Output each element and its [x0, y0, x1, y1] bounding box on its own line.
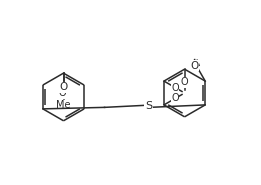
Text: O: O: [59, 88, 66, 98]
Text: O: O: [171, 83, 179, 92]
Text: O: O: [60, 82, 68, 92]
Text: Me: Me: [56, 100, 71, 110]
Text: O: O: [190, 61, 199, 71]
Text: S: S: [145, 101, 152, 111]
Text: O: O: [171, 93, 179, 103]
Text: O: O: [181, 77, 188, 87]
